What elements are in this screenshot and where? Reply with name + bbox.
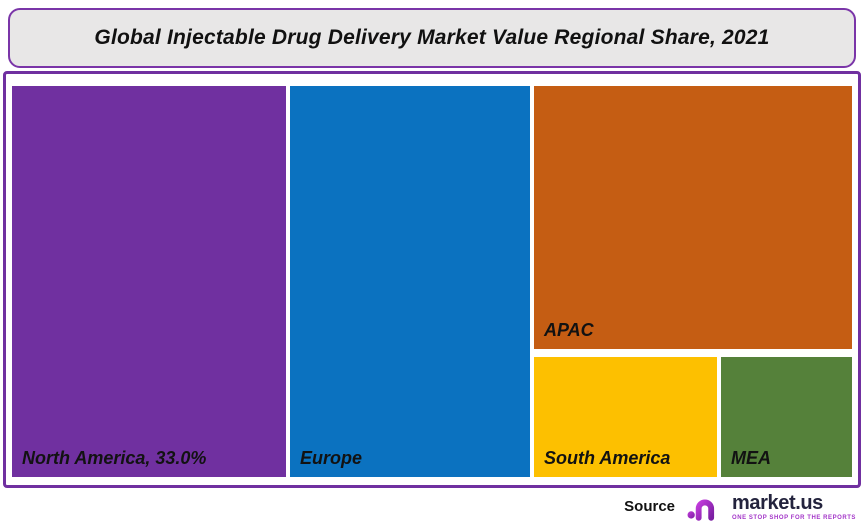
treemap-tile-south-america: South America (534, 357, 717, 477)
marketus-logo-icon (687, 493, 727, 521)
chart-title-box: Global Injectable Drug Delivery Market V… (8, 8, 856, 68)
treemap-tile-apac: APAC (534, 86, 852, 349)
chart-frame: North America, 33.0% Europe APAC South A… (3, 71, 861, 488)
source-label: Source (624, 498, 676, 515)
tile-label-north-america: North America, 33.0% (22, 448, 207, 468)
brand-tagline: ONE STOP SHOP FOR THE REPORTS (732, 514, 856, 521)
treemap: North America, 33.0% Europe APAC South A… (6, 74, 858, 485)
tile-label-south-america: South America (544, 448, 671, 468)
marketus-logo-text: market.us ONE STOP SHOP FOR THE REPORTS (732, 493, 856, 521)
treemap-tile-europe: Europe (290, 86, 530, 477)
source-attribution: Source market.us ONE STOP SHOP FOR THE R… (624, 490, 856, 523)
tile-label-apac: APAC (544, 320, 594, 340)
treemap-tile-north-america: North America, 33.0% (12, 86, 286, 477)
tile-label-europe: Europe (300, 448, 363, 468)
marketus-logo: market.us ONE STOP SHOP FOR THE REPORTS (687, 492, 856, 522)
tile-label-mea: MEA (731, 448, 771, 468)
brand-name: market.us (732, 491, 823, 514)
treemap-tile-mea: MEA (721, 357, 852, 477)
chart-title: Global Injectable Drug Delivery Market V… (94, 26, 770, 49)
